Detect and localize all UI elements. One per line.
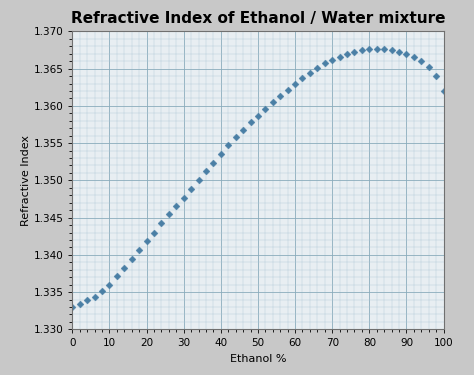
X-axis label: Ethanol %: Ethanol %: [230, 354, 286, 364]
Y-axis label: Refractive Index: Refractive Index: [20, 135, 31, 226]
Title: Refractive Index of Ethanol / Water mixture: Refractive Index of Ethanol / Water mixt…: [71, 11, 445, 26]
